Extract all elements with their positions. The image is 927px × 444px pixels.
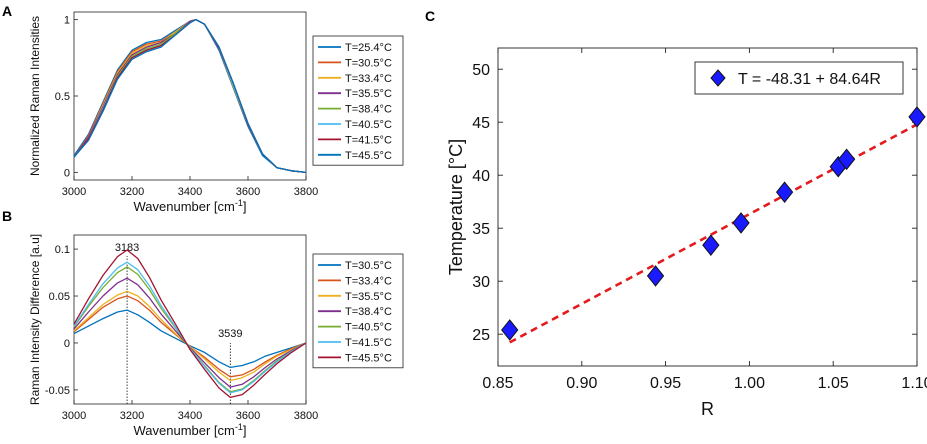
series-line — [73, 266, 307, 393]
legend-entry: T=41.5°C — [345, 337, 392, 349]
data-point — [702, 234, 720, 256]
legend-entry: T=33.4°C — [345, 73, 392, 85]
data-point — [732, 212, 750, 234]
x-tick-label: 3600 — [236, 186, 260, 198]
panel-a-chart: 3000 3200 3400 3600 3800 0 0.5 1 Wavenumber [cm-… — [28, 11, 404, 214]
x-axis-label: R — [701, 399, 714, 419]
plot-frame — [73, 234, 307, 405]
series-line — [73, 309, 307, 369]
legend-entry: T=40.5°C — [345, 322, 392, 334]
legend-entry: T=38.4°C — [345, 104, 392, 116]
panel-label-a: A — [2, 3, 12, 19]
x-tick-label: 0.85 — [482, 375, 513, 392]
y-tick-label: 25 — [472, 327, 490, 344]
x-axis-label-text: Wavenumber [cm — [133, 199, 234, 214]
x-axis-label: Wavenumber [cm-1] — [133, 422, 246, 438]
legend-box — [312, 35, 404, 166]
legend-entry: T=30.5°C — [345, 57, 392, 69]
panel-label-b: B — [2, 208, 12, 224]
panel-c-chart: 0.85 0.90 0.95 1.00 1.05 1.10 25 30 35 40 45 50 R Tem… — [446, 47, 927, 419]
legend-entry: T=38.4°C — [345, 306, 392, 318]
legend-entry: T=35.5°C — [345, 88, 392, 100]
legend-entry: T=25.4°C — [345, 42, 392, 54]
x-tick-label: 1.00 — [734, 375, 765, 392]
legend-entry: T=40.5°C — [345, 119, 392, 131]
x-tick-label: 3400 — [178, 186, 202, 198]
y-tick-label: 40 — [472, 168, 490, 185]
series-line — [73, 18, 307, 174]
legend-entry: T=41.5°C — [345, 134, 392, 146]
legend-marker — [710, 69, 726, 87]
panel-b-chart: 3000 3200 3400 3600 3800 -0.05 0 0.05 0.1 3183 353… — [28, 234, 404, 438]
legend-entry: T=45.5°C — [345, 150, 392, 162]
data-point — [646, 265, 665, 287]
series-line — [73, 18, 307, 174]
x-tick-label: 1.10 — [901, 375, 927, 392]
x-axis-label-sup: -1 — [235, 422, 243, 432]
x-tick-label: 3400 — [178, 410, 202, 422]
legend-entry: T=35.5°C — [345, 291, 392, 303]
y-axis-label: Normalized Raman Intensities — [28, 16, 42, 176]
y-tick-label: 0 — [64, 167, 70, 179]
legend-entry: T=45.5°C — [345, 352, 392, 364]
data-point — [775, 181, 794, 203]
x-axis-label-suffix: ] — [243, 199, 247, 214]
y-tick-label: 1 — [64, 15, 70, 27]
fit-line — [509, 123, 918, 344]
y-axis-label: Temperature [°C] — [446, 139, 466, 275]
data-point — [908, 106, 926, 128]
data-point — [501, 319, 519, 341]
series-line — [73, 290, 307, 382]
y-axis-label: Raman Intensity Difference [a.u] — [28, 234, 42, 405]
x-axis-label: Wavenumber [cm-1] — [133, 198, 246, 214]
y-tick-label: 30 — [472, 274, 490, 291]
x-axis-label-suffix: ] — [243, 423, 247, 438]
peak-annotation: 3539 — [218, 328, 242, 340]
series-line — [73, 249, 307, 399]
y-tick-label: 45 — [472, 115, 490, 132]
y-tick-label: 35 — [472, 221, 490, 238]
legend-entry: T=30.5°C — [345, 260, 392, 272]
peak-annotation: 3183 — [115, 242, 139, 254]
y-tick-label: 0.05 — [49, 291, 70, 303]
y-tick-label: 0 — [64, 338, 70, 350]
x-tick-label: 0.90 — [566, 375, 597, 392]
x-tick-label: 3000 — [62, 410, 86, 422]
legend-entry: T = -48.31 + 84.64R — [738, 71, 881, 88]
series-line — [73, 277, 307, 388]
x-tick-label: 0.95 — [650, 375, 681, 392]
x-tick-label: 3600 — [236, 410, 260, 422]
y-tick-label: 0.1 — [55, 244, 70, 256]
x-axis-label-sup: -1 — [235, 198, 243, 208]
plot-frame — [497, 47, 918, 367]
x-tick-label: 3000 — [62, 186, 86, 198]
legend-entry: T=33.4°C — [345, 275, 392, 287]
x-axis-label-text: Wavenumber [cm — [133, 423, 234, 438]
data-point — [837, 148, 856, 171]
legend-box — [694, 61, 904, 95]
x-tick-label: 3800 — [294, 410, 318, 422]
x-tick-label: 1.05 — [818, 375, 849, 392]
x-tick-label: 3200 — [120, 410, 144, 422]
x-tick-label: 3800 — [294, 186, 318, 198]
panel-label-c: C — [425, 8, 435, 24]
y-tick-label: 50 — [472, 62, 490, 79]
x-tick-label: 3200 — [120, 186, 144, 198]
y-tick-label: -0.05 — [45, 385, 70, 397]
y-tick-label: 0.5 — [55, 91, 70, 103]
